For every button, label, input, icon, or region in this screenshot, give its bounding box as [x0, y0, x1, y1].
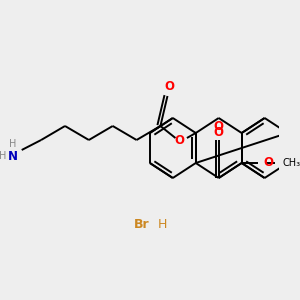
- Text: CH₃: CH₃: [282, 158, 300, 168]
- Text: O: O: [164, 80, 174, 94]
- Text: H: H: [158, 218, 167, 232]
- Text: Br: Br: [134, 218, 150, 232]
- Text: H: H: [0, 151, 6, 161]
- Text: O: O: [214, 119, 224, 133]
- Text: N: N: [8, 149, 18, 163]
- Text: O: O: [175, 134, 185, 146]
- Text: O: O: [214, 125, 224, 139]
- Text: O: O: [264, 157, 274, 169]
- Text: H: H: [9, 139, 16, 149]
